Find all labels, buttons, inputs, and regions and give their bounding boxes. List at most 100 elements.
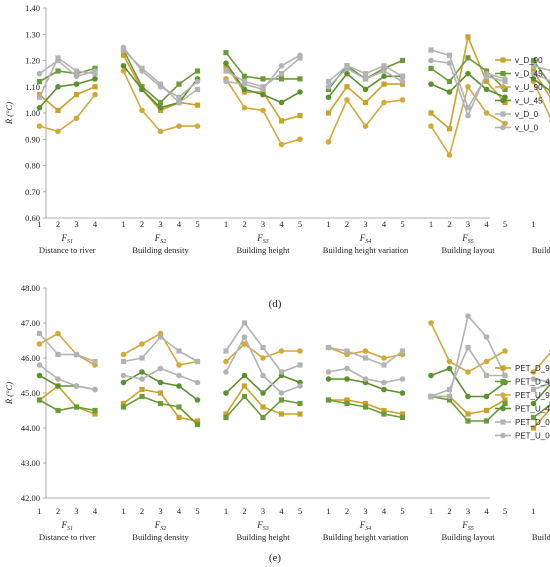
x-tick-label: 5 [195, 506, 199, 516]
data-point-PET_U_45 [120, 379, 127, 386]
data-point-PET_D_0 [465, 344, 471, 351]
data-point-PET_U_0 [223, 369, 229, 375]
data-point-PET_D_90 [483, 407, 490, 414]
data-point-v_U_90 [73, 115, 80, 122]
legend-entry: PET_U_90 [515, 391, 550, 400]
data-point-v_D_45 [55, 68, 61, 74]
data-point-v_U_0 [428, 57, 434, 64]
data-point-PET_D_90 [465, 411, 471, 417]
data-point-v_U_0 [157, 83, 164, 90]
data-point-v_D_45 [241, 73, 248, 79]
data-point-PET_U_90 [297, 348, 303, 354]
data-point-v_D_0 [223, 68, 229, 74]
data-point-v_U_45 [55, 83, 61, 90]
data-point-PET_U_0 [530, 376, 537, 382]
data-point-PET_D_0 [381, 362, 387, 368]
y-tick-label: 47.00 [21, 318, 40, 328]
series-line-v_U_45 [38, 78, 96, 109]
data-point-PET_U_45 [139, 369, 145, 375]
legend-swatch-marker [500, 97, 506, 104]
data-point-v_U_90 [176, 123, 182, 129]
data-point-v_D_45 [297, 76, 303, 82]
x-tick-label: 2 [140, 219, 144, 229]
data-point-v_U_45 [530, 76, 537, 82]
group-label: Building density [132, 245, 189, 255]
data-point-v_D_45 [176, 81, 182, 87]
legend-swatch-marker [500, 84, 506, 90]
data-point-v_U_0 [92, 68, 98, 74]
x-tick-label: 1 [224, 219, 228, 229]
data-point-PET_U_45 [530, 400, 537, 407]
data-point-v_D_0 [465, 105, 471, 111]
data-point-v_U_0 [278, 62, 285, 69]
data-point-v_U_0 [241, 81, 248, 87]
x-tick-label: 2 [345, 506, 349, 516]
x-tick-label: 4 [484, 219, 489, 229]
data-point-PET_D_90 [344, 397, 350, 403]
data-point-v_U_45 [92, 76, 98, 82]
data-point-v_D_90 [381, 81, 387, 87]
data-point-v_D_0 [381, 63, 387, 69]
data-point-PET_D_45 [325, 397, 332, 403]
data-point-PET_U_0 [483, 334, 490, 340]
data-point-PET_U_0 [278, 390, 285, 396]
series-line-v_D_0 [38, 56, 96, 98]
data-point-v_D_90 [297, 113, 303, 119]
x-tick-label: 1 [37, 506, 41, 516]
group-label: Building height variation [323, 532, 409, 542]
data-point-v_U_90 [362, 123, 369, 129]
series-line-PET_D_45 [430, 395, 506, 422]
series-line-PET_D_0 [533, 382, 550, 391]
data-point-v_U_90 [55, 128, 61, 135]
data-point-v_D_0 [428, 47, 434, 53]
legend-swatch-marker [500, 111, 506, 117]
data-point-PET_U_45 [381, 386, 387, 393]
data-point-v_D_0 [399, 73, 406, 79]
data-point-v_D_45 [223, 50, 229, 56]
data-point-PET_U_90 [223, 358, 229, 365]
series-line-PET_U_45 [532, 383, 550, 405]
group-code-letter: F [154, 233, 161, 243]
data-point-PET_U_0 [344, 365, 350, 372]
data-point-PET_D_45 [502, 400, 508, 407]
y-tick-label: 0.70 [25, 187, 40, 197]
data-point-PET_U_0 [36, 362, 43, 368]
data-point-v_U_0 [502, 76, 508, 82]
data-point-PET_U_45 [223, 390, 229, 396]
y-tick-label: 43.00 [21, 458, 40, 468]
data-point-PET_U_0 [92, 386, 98, 393]
data-point-PET_U_0 [157, 365, 164, 372]
data-point-v_D_45 [465, 55, 471, 61]
x-tick-label: 3 [363, 506, 367, 516]
data-point-v_D_90 [73, 92, 80, 98]
data-point-v_U_0 [223, 78, 229, 85]
data-point-PET_U_45 [260, 390, 266, 396]
data-point-v_U_0 [465, 112, 471, 119]
x-tick-label: 3 [261, 506, 265, 516]
data-point-v_D_45 [260, 76, 266, 82]
group-label: Build-to-line rate [532, 245, 550, 255]
x-tick-label: 2 [447, 506, 451, 516]
legend-swatch-marker [500, 378, 506, 385]
y-tick-label: 0.60 [25, 213, 40, 223]
y-tick-label: 1.30 [25, 29, 40, 39]
data-point-v_U_0 [483, 70, 490, 77]
group-code: FS1 [61, 233, 74, 245]
series-line-v_D_90 [38, 85, 96, 112]
group-label: Building layout [441, 532, 495, 542]
data-point-PET_D_45 [194, 421, 201, 428]
data-point-PET_D_90 [530, 425, 537, 431]
data-point-v_D_90 [120, 52, 127, 58]
x-tick-label: 1 [121, 506, 125, 516]
data-point-v_D_90 [446, 126, 453, 132]
group-code: FS3 [256, 520, 269, 532]
series-line-PET_D_90 [532, 408, 550, 429]
data-point-v_D_45 [36, 78, 43, 85]
group-code-letter: F [461, 520, 468, 530]
data-point-PET_D_45 [381, 411, 387, 417]
data-point-v_U_0 [344, 65, 350, 72]
data-point-PET_D_45 [139, 393, 145, 400]
data-point-PET_D_45 [465, 418, 471, 424]
x-tick-label: 1 [326, 219, 330, 229]
